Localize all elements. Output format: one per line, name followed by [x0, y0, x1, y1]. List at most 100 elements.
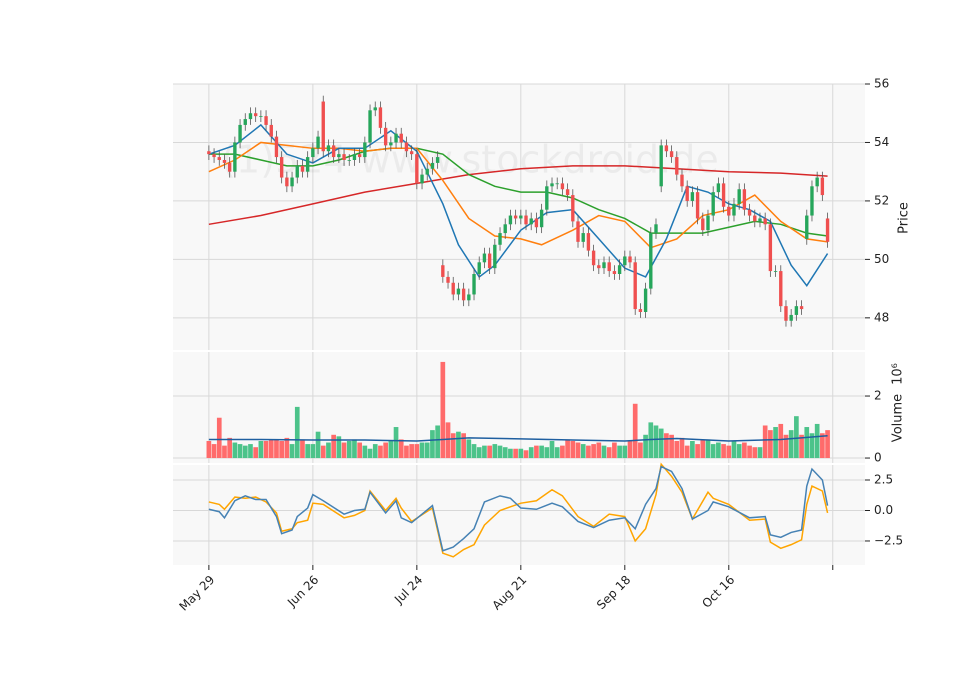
candle-body: [758, 218, 762, 222]
volume-bar: [721, 444, 726, 459]
volume-bar: [393, 427, 399, 459]
y-tick-label: 0.0: [874, 503, 893, 517]
candle-body: [633, 262, 637, 310]
candle-body: [487, 253, 492, 269]
candle-body: [581, 233, 585, 242]
volume-axis-label: Volume: [891, 394, 906, 442]
volume-bar: [258, 440, 264, 459]
volume-bar: [742, 442, 747, 459]
volume-bar: [809, 433, 815, 459]
volume-scale-label: 10⁶: [891, 363, 906, 385]
volume-bar: [294, 406, 300, 459]
volume-bar: [716, 442, 721, 459]
candle-body: [435, 157, 440, 163]
volume-bar: [820, 433, 825, 459]
candle-body: [607, 262, 611, 272]
volume-bar: [773, 427, 778, 459]
volume-bar: [497, 445, 503, 459]
volume-bar: [320, 445, 326, 459]
candle-body: [810, 186, 814, 216]
volume-bar: [622, 445, 628, 459]
volume-bar: [279, 440, 285, 459]
candle-body: [420, 174, 424, 184]
volume-bar: [736, 444, 742, 459]
candle-body: [706, 215, 710, 231]
candle-body: [591, 250, 596, 266]
candle-body: [441, 265, 445, 277]
candle-body: [789, 314, 793, 321]
volume-bar: [476, 447, 482, 459]
candle-body: [295, 165, 299, 178]
candle-body: [602, 262, 606, 269]
candle-body: [342, 154, 346, 160]
candle-body: [675, 157, 679, 175]
volume-bar: [336, 436, 342, 459]
candle-body: [326, 145, 331, 152]
y-tick-label: 48: [874, 310, 889, 324]
volume-bar: [684, 445, 690, 459]
volume-bar: [799, 434, 804, 459]
candle-body: [404, 142, 409, 152]
candle-body: [279, 157, 284, 178]
volume-bar: [248, 444, 253, 459]
volume-bar: [768, 430, 773, 459]
volume-bar: [638, 442, 643, 459]
candle-body: [825, 218, 830, 242]
candle-body: [550, 183, 554, 187]
volume-bar: [669, 434, 674, 459]
candle-body: [669, 151, 674, 158]
volume-bar: [690, 440, 695, 459]
candle-body: [524, 215, 528, 225]
volume-bar: [695, 444, 700, 459]
x-tick-label: Jul 24: [391, 573, 425, 607]
candle-body: [534, 218, 539, 228]
candle-body: [508, 215, 513, 225]
candle-body: [519, 215, 523, 219]
volume-bar: [731, 440, 737, 459]
volume-bar: [310, 444, 316, 459]
volume-bar: [274, 439, 279, 459]
candle-body: [753, 215, 757, 222]
volume-bar: [331, 434, 336, 459]
candle-body: [628, 256, 632, 263]
volume-bar: [747, 445, 752, 459]
x-tick-label: May 29: [177, 573, 218, 614]
volume-bar: [440, 361, 446, 459]
panel-background: [173, 465, 865, 565]
volume-bar: [268, 439, 274, 459]
candle-body: [659, 145, 663, 187]
candle-body: [394, 133, 398, 143]
volume-bar: [341, 442, 347, 459]
volume-bar: [617, 445, 622, 459]
volume-bar: [482, 445, 487, 459]
candle-body: [685, 186, 689, 201]
candle-body: [737, 189, 741, 204]
candle-body: [456, 288, 461, 295]
candle-body: [467, 294, 471, 301]
volume-bar: [419, 442, 425, 459]
candle-body: [477, 262, 481, 274]
candle-body: [779, 271, 783, 307]
volume-bar: [612, 442, 617, 459]
volume-bar: [726, 445, 732, 459]
volume-bar: [450, 433, 456, 459]
candle-body: [732, 203, 736, 216]
candle-body: [274, 136, 279, 158]
candle-body: [238, 124, 242, 143]
volume-bar: [606, 447, 612, 459]
volume-bar: [794, 416, 799, 459]
volume-bar: [752, 447, 758, 459]
candle-body: [571, 195, 575, 222]
volume-bar: [586, 445, 591, 459]
volume-bar: [570, 440, 576, 459]
volume-bar: [211, 444, 217, 459]
candle-body: [638, 309, 643, 312]
volume-bar: [539, 445, 544, 459]
volume-bar: [232, 442, 238, 459]
volume-bar: [534, 445, 539, 459]
candle-body: [503, 224, 507, 234]
volume-bar: [549, 440, 555, 459]
volume-bar: [466, 439, 472, 459]
candle-body: [389, 142, 393, 146]
